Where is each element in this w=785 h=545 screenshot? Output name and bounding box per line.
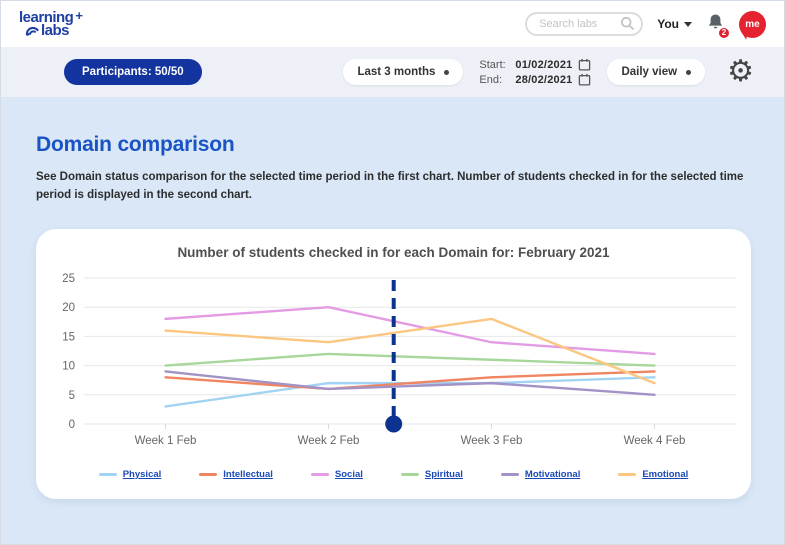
notifications-button[interactable]: 2 bbox=[706, 12, 730, 39]
learning-labs-logo[interactable]: learning + labs bbox=[19, 7, 83, 39]
legend-label: Emotional bbox=[642, 468, 689, 480]
timeline-marker-handle[interactable] bbox=[384, 415, 402, 433]
legend-item-social[interactable]: Social bbox=[310, 468, 363, 480]
x-tick-label: Week 1 Feb bbox=[134, 435, 196, 447]
legend-item-physical[interactable]: Physical bbox=[98, 468, 162, 480]
calendar-icon[interactable] bbox=[578, 58, 591, 71]
dropdown-dot-icon bbox=[686, 69, 692, 75]
legend-swatch-icon bbox=[199, 472, 218, 476]
chart-title: Number of students checked in for each D… bbox=[177, 244, 610, 260]
participants-badge: Participants: 50/50 bbox=[64, 59, 202, 85]
main-content: Domain comparison See Domain status comp… bbox=[1, 97, 784, 544]
legend-swatch-icon bbox=[618, 472, 637, 476]
legend-label: Motivational bbox=[524, 468, 581, 480]
legend-swatch-icon bbox=[400, 472, 419, 476]
y-tick-label: 5 bbox=[68, 389, 74, 401]
legend-item-intellectual[interactable]: Intellectual bbox=[199, 469, 273, 480]
chart-card: Number of students checked in for each D… bbox=[36, 228, 751, 499]
y-tick-label: 10 bbox=[62, 360, 75, 372]
series-line-emotional bbox=[163, 317, 656, 384]
end-date-value[interactable]: 28/02/2021 bbox=[515, 73, 573, 86]
logo-arc-icon bbox=[25, 25, 39, 39]
chevron-down-icon bbox=[684, 21, 692, 27]
top-header: learning+ labs You 2 bbox=[1, 1, 784, 47]
search-input[interactable] bbox=[525, 12, 644, 36]
legend-item-emotional[interactable]: Emotional bbox=[618, 469, 688, 480]
legend-label: Physical bbox=[122, 468, 162, 480]
profile-avatar[interactable]: me bbox=[739, 10, 766, 38]
legend-swatch-icon bbox=[310, 472, 329, 476]
page-description: See Domain status comparison for the sel… bbox=[36, 171, 744, 201]
start-date-value[interactable]: 01/02/2021 bbox=[515, 58, 573, 71]
legend-label: Spiritual bbox=[424, 468, 463, 480]
search-icon[interactable] bbox=[620, 16, 635, 36]
search-labs-field bbox=[525, 12, 644, 36]
page-title: Domain comparison bbox=[36, 133, 235, 156]
filters-toolbar: Participants: 50/50 Last 3 months Start:… bbox=[1, 47, 784, 97]
x-tick-label: Week 4 Feb bbox=[623, 435, 685, 447]
chart-svg: 0 5 10 15 20 25 Week 1 Feb Week 2 Feb Week 3 Feb… bbox=[62, 273, 736, 447]
notification-count-badge: 2 bbox=[718, 26, 730, 39]
legend-swatch-icon bbox=[500, 472, 519, 476]
start-date-label: Start: bbox=[479, 58, 506, 71]
series-line-intellectual bbox=[163, 369, 656, 390]
logo-plus: + bbox=[75, 7, 83, 23]
y-tick-label: 20 bbox=[62, 302, 75, 314]
legend-label: Social bbox=[334, 468, 363, 480]
series-line-social bbox=[163, 305, 656, 355]
dropdown-dot-icon bbox=[444, 69, 450, 75]
x-tick-label: Week 3 Feb bbox=[460, 435, 522, 447]
view-mode-label: Daily view bbox=[621, 66, 678, 78]
settings-gear-icon[interactable]: ⚙ bbox=[727, 55, 754, 88]
logo-text-line2: labs bbox=[41, 22, 70, 39]
calendar-icon[interactable] bbox=[578, 73, 591, 86]
y-tick-label: 25 bbox=[62, 273, 75, 285]
date-range-label: Last 3 months bbox=[357, 66, 436, 78]
series-line-spiritual bbox=[163, 352, 656, 367]
y-tick-label: 0 bbox=[68, 419, 74, 431]
legend-swatch-icon bbox=[98, 472, 117, 476]
line-chart: 0 5 10 15 20 25 Week 1 Feb Week 2 Feb Week 3 Feb… bbox=[44, 266, 744, 467]
x-tick-label: Week 2 Feb bbox=[297, 435, 359, 447]
date-range-fields: Start: 01/02/2021 End: 28/02/2021 bbox=[479, 58, 591, 86]
bell-icon bbox=[708, 13, 723, 28]
user-menu[interactable]: You bbox=[657, 17, 692, 31]
series-line-motivational bbox=[163, 369, 656, 396]
chart-legend: Physical Intellectual Social Spiritual Motiv… bbox=[36, 469, 751, 480]
legend-item-motivational[interactable]: Motivational bbox=[500, 468, 581, 480]
end-date-label: End: bbox=[479, 73, 503, 86]
legend-item-spiritual[interactable]: Spiritual bbox=[400, 468, 463, 480]
avatar-label: me bbox=[745, 18, 760, 30]
legend-label: Intellectual bbox=[223, 468, 273, 480]
logo-text-line1: learning bbox=[19, 8, 74, 26]
user-menu-label: You bbox=[657, 17, 679, 31]
date-range-dropdown[interactable]: Last 3 months bbox=[343, 59, 464, 85]
y-tick-label: 15 bbox=[62, 331, 75, 343]
view-mode-dropdown[interactable]: Daily view bbox=[607, 59, 706, 85]
